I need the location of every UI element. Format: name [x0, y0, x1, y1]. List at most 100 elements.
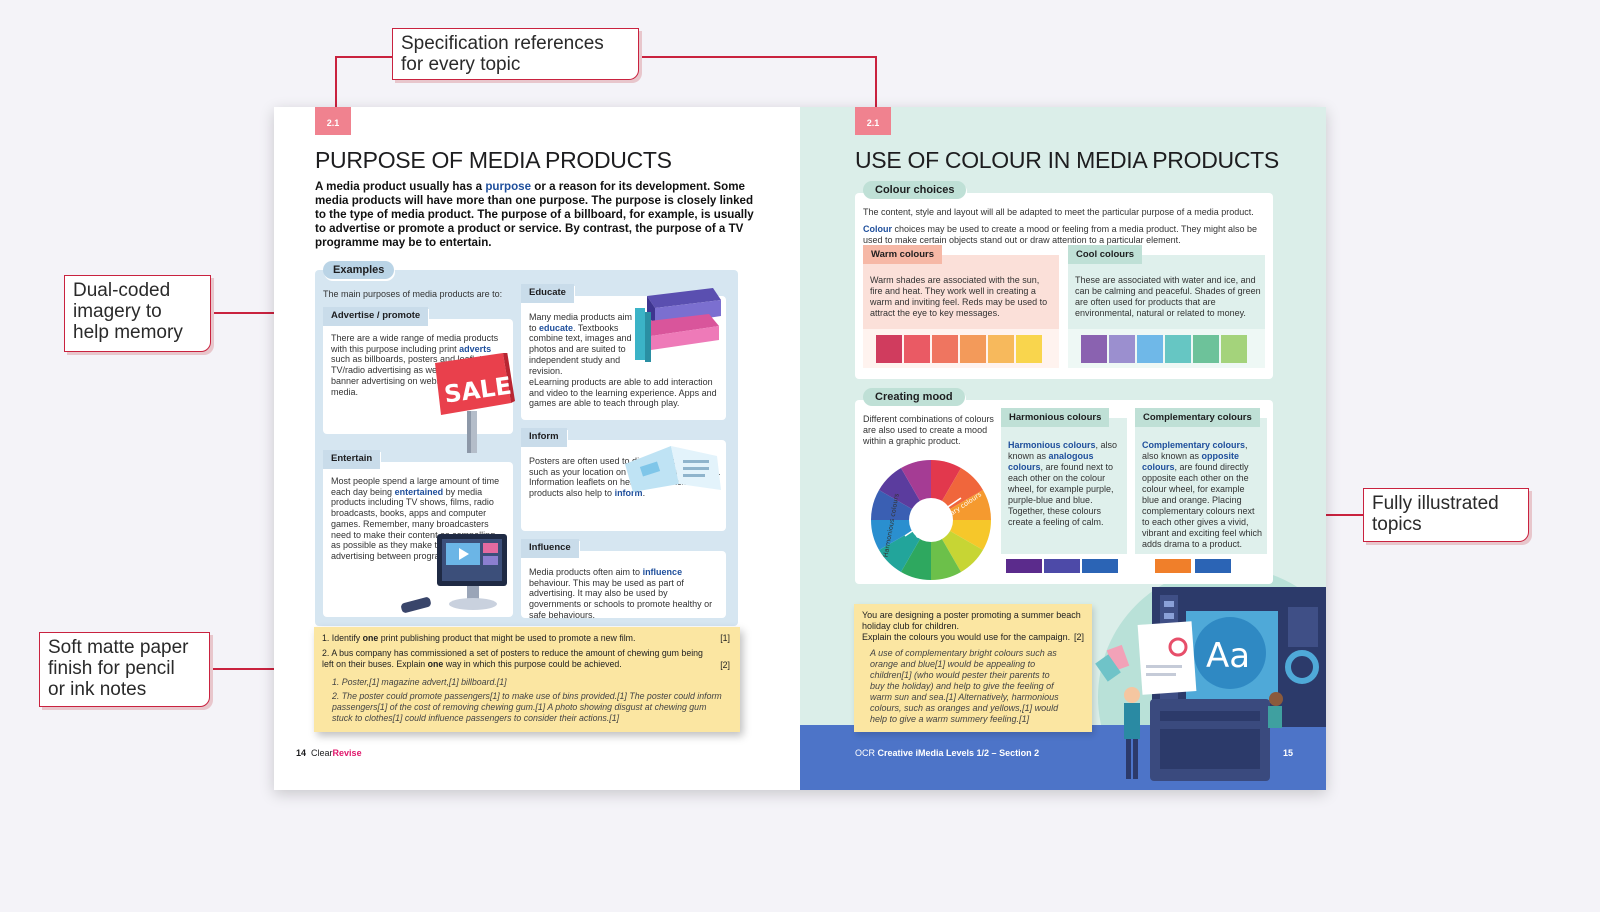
question-box: 1. Identify one print publishing product… — [314, 627, 740, 732]
page-title: USE OF COLOUR IN MEDIA PRODUCTS — [855, 147, 1279, 173]
colour-swatch — [988, 335, 1014, 363]
colour-swatch — [1165, 335, 1191, 363]
colour-swatch — [1195, 559, 1231, 573]
warm-colours-label: Warm colours — [863, 245, 942, 264]
colour-swatch — [1082, 559, 1118, 573]
spec-reference-badge: 2.1 — [315, 107, 351, 135]
question-2: 2. A bus company has commissioned a set … — [322, 648, 703, 669]
callout-line — [875, 56, 877, 108]
card-advertise: Advertise / promote There are a wide ran… — [323, 307, 515, 453]
callout-text: Soft matte paper — [48, 637, 189, 658]
card-influence: Influence Media products often aim to in… — [521, 539, 726, 620]
colour-swatch — [960, 335, 986, 363]
card-inform: Inform Posters are often used to display… — [521, 428, 726, 531]
brand-clear: Clear — [311, 748, 333, 758]
callout-dual-coded: Dual-coded imagery to help memory — [64, 275, 211, 352]
colour-choices-label: Colour choices — [863, 181, 967, 199]
card-text: There are a wide range of media products… — [331, 333, 499, 397]
map-leaflet-icon — [625, 446, 721, 492]
card-entertain: Entertain Most people spend a large amou… — [323, 450, 513, 617]
callout-text: finish for pencil — [48, 658, 175, 679]
answer-1: 1. Poster,[1] magazine advert,[1] billbo… — [332, 677, 507, 687]
answer-2: 2. The poster could promote passengers[1… — [332, 691, 722, 723]
card-text: Most people spend a large amount of time… — [331, 476, 503, 561]
callout-text: topics — [1372, 514, 1422, 535]
card-label: Inform — [521, 428, 567, 447]
footer-right: OCR Creative iMedia Levels 1/2 – Section… — [855, 748, 1040, 758]
card-label: Influence — [521, 539, 579, 558]
callout-line — [335, 56, 393, 58]
creating-mood-text: Different combinations of colours are al… — [863, 414, 994, 446]
section-label: Creative iMedia Levels 1/2 – Section 2 — [877, 748, 1040, 758]
complementary-colours-label: Complementary colours — [1135, 408, 1260, 427]
card-label: Entertain — [323, 450, 381, 469]
cool-colours-label: Cool colours — [1068, 245, 1143, 264]
colour-swatch — [1193, 335, 1219, 363]
card-text: Posters are often used to display inform… — [529, 456, 721, 499]
examples-lead: The main purposes of media products are … — [323, 289, 503, 299]
colour-choices-box: Colour choices The content, style and la… — [855, 181, 1273, 379]
marks: [2] — [1073, 632, 1084, 642]
task-answer: A use of complementary bright colours su… — [870, 648, 1059, 724]
callout-text: Specification references — [401, 33, 604, 54]
examples-label: Examples — [323, 261, 395, 279]
callout-text: Fully illustrated — [1372, 493, 1499, 514]
card-text: Many media products aim to educate. Text… — [529, 312, 633, 376]
task-question: Explain the colours you would use for th… — [862, 632, 1071, 642]
callout-fully-illustrated: Fully illustrated topics — [1363, 488, 1529, 542]
television-icon — [401, 534, 507, 613]
complementary-colours-card: Complementary colours Complementary colo… — [1135, 408, 1267, 580]
colour-swatch — [1081, 335, 1107, 363]
callout-line — [210, 668, 285, 670]
book-spread: 2.1 PURPOSE OF MEDIA PRODUCTS A media pr… — [274, 107, 1326, 790]
colour-swatch — [1044, 559, 1080, 573]
books-icon — [635, 288, 721, 362]
card-educate: Educate Many media products aim to educa… — [521, 284, 726, 420]
page-number: 14 — [296, 748, 307, 758]
callout-line — [335, 56, 337, 108]
creating-mood-box: Creating mood Different combinations of … — [855, 388, 1273, 584]
colour-swatch — [1109, 335, 1135, 363]
billboard-icon: SALE — [435, 353, 515, 453]
font-sample-text: Aa — [1206, 636, 1250, 676]
marks: [2] — [720, 660, 730, 670]
brand-revise: Revise — [332, 748, 362, 758]
task-question: You are designing a poster promoting a s… — [862, 610, 1081, 631]
keyword: purpose — [485, 180, 532, 193]
warm-colours-card: Warm colours Warm shades are associated … — [863, 245, 1059, 368]
callout-text: Dual-coded — [73, 280, 171, 301]
colour-wheel: Complementary colours Harmonious colours — [871, 460, 991, 580]
harmonious-colours-card: Harmonious colours Harmonious colours, a… — [1001, 408, 1127, 580]
callout-paper-finish: Soft matte paper finish for pencil or in… — [39, 632, 210, 707]
colour-choices-text: Colour choices may be used to create a m… — [863, 224, 1258, 245]
colour-choices-text: The content, style and layout will all b… — [863, 207, 1254, 217]
designer-illustration: Aa — [1095, 587, 1326, 781]
callout-line — [639, 56, 875, 58]
colour-swatch — [1221, 335, 1247, 363]
colour-swatch — [1137, 335, 1163, 363]
card-label: Advertise / promote — [323, 307, 429, 326]
creating-mood-label: Creating mood — [863, 388, 965, 406]
harmonious-colours-text: Harmonious colours, also known as analog… — [1008, 440, 1118, 527]
colour-swatch — [1155, 559, 1191, 573]
callout-text: for every topic — [401, 54, 521, 75]
card-text: eLearning products are able to add inter… — [529, 377, 717, 409]
callout-text: imagery to — [73, 301, 162, 322]
harmonious-colours-label: Harmonious colours — [1001, 408, 1110, 427]
colour-swatch — [876, 335, 902, 363]
footer-left: 14 ClearRevise — [296, 748, 362, 758]
cool-colours-text: These are associated with water and ice,… — [1075, 275, 1261, 318]
spec-reference-badge: 2.1 — [855, 107, 891, 135]
complementary-colours-text: Complementary colours, also known as opp… — [1142, 440, 1263, 549]
card-label: Educate — [521, 284, 574, 303]
page-number: 15 — [1283, 748, 1294, 758]
intro-paragraph: A media product usually has a purpose or… — [315, 180, 754, 249]
callout-text: or ink notes — [48, 679, 147, 700]
left-page: 2.1 PURPOSE OF MEDIA PRODUCTS A media pr… — [274, 107, 800, 790]
callout-line — [211, 312, 326, 314]
colour-swatch — [1006, 559, 1042, 573]
colour-swatch — [1016, 335, 1042, 363]
colour-swatch — [932, 335, 958, 363]
task-box: You are designing a poster promoting a s… — [854, 604, 1092, 732]
cool-colours-card: Cool colours These are associated with w… — [1068, 245, 1265, 368]
